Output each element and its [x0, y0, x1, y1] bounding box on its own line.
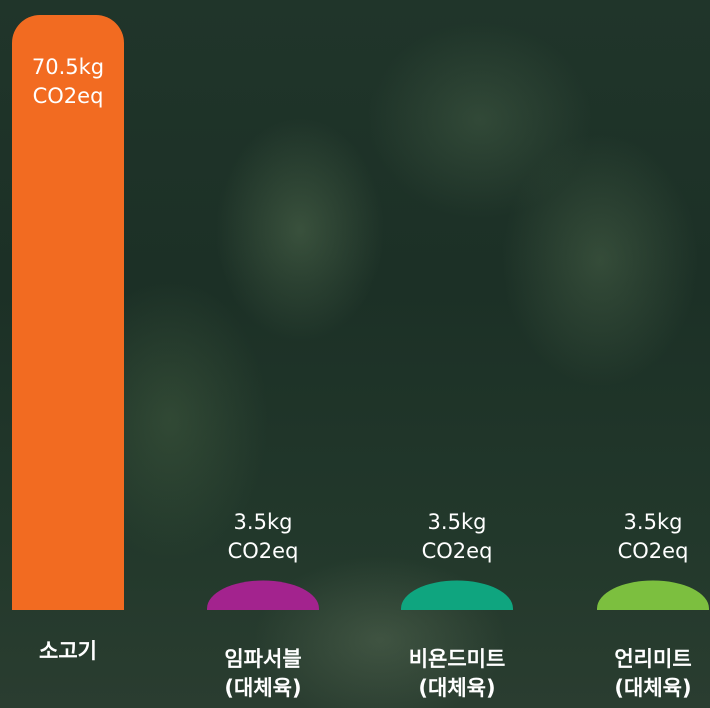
bar — [597, 580, 709, 610]
category-label: 언리미트 (대체육) — [573, 645, 710, 703]
category-label: 임파서블 (대체육) — [183, 645, 343, 703]
value-label: 3.5kg CO2eq — [377, 508, 537, 566]
value-label: 70.5kg CO2eq — [0, 53, 148, 111]
category-label: 비욘드미트 (대체육) — [377, 645, 537, 703]
bar — [401, 580, 513, 610]
chart: 70.5kg CO2eq 소고기 3.5kg CO2eq 임파서블 (대체육) 3.5k… — [0, 0, 710, 708]
value-label: 3.5kg CO2eq — [573, 508, 710, 566]
bar — [207, 580, 319, 610]
value-label: 3.5kg CO2eq — [183, 508, 343, 566]
category-label: 소고기 — [0, 637, 148, 666]
